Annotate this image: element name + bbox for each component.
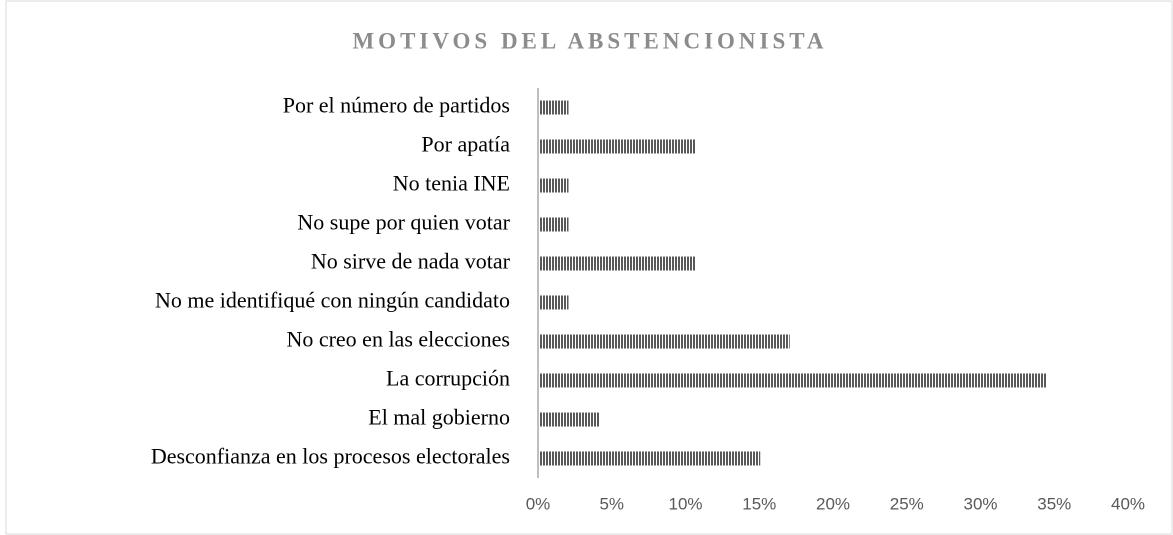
y-tick-label: No me identifiqué con ningún candidato [155, 288, 510, 313]
bar [539, 178, 569, 193]
bar [539, 295, 569, 310]
bar [539, 373, 1047, 388]
chart-border [5, 0, 1173, 535]
x-tick-label: 0% [526, 494, 551, 513]
x-tick-label: 5% [599, 494, 624, 513]
y-tick-label: El mal gobierno [368, 405, 510, 430]
y-tick-label: No supe por quien votar [297, 210, 510, 235]
bar [539, 412, 600, 427]
bar [539, 100, 569, 115]
y-tick-label: La corrupción [386, 366, 510, 391]
x-tick-label: 10% [668, 494, 702, 513]
chart-title: MOTIVOS DEL ABSTENCIONISTA [352, 28, 827, 53]
y-tick-label: No creo en las elecciones [286, 327, 510, 352]
bar [539, 451, 761, 466]
bar [539, 256, 696, 271]
y-tick-label: No sirve de nada votar [311, 249, 511, 274]
x-tick-label: 25% [890, 494, 924, 513]
bar [539, 334, 790, 349]
y-tick-label: Por apatía [421, 132, 510, 157]
y-tick-label: Desconfianza en los procesos electorales [151, 444, 510, 469]
bar [539, 217, 569, 232]
x-tick-label: 15% [742, 494, 776, 513]
x-tick-label: 40% [1111, 494, 1145, 513]
x-tick-label: 30% [963, 494, 997, 513]
y-tick-label: Por el número de partidos [283, 93, 510, 118]
x-tick-label: 20% [816, 494, 850, 513]
y-tick-label: No tenia INE [393, 171, 510, 196]
bar [539, 139, 696, 154]
x-tick-label: 35% [1037, 494, 1071, 513]
